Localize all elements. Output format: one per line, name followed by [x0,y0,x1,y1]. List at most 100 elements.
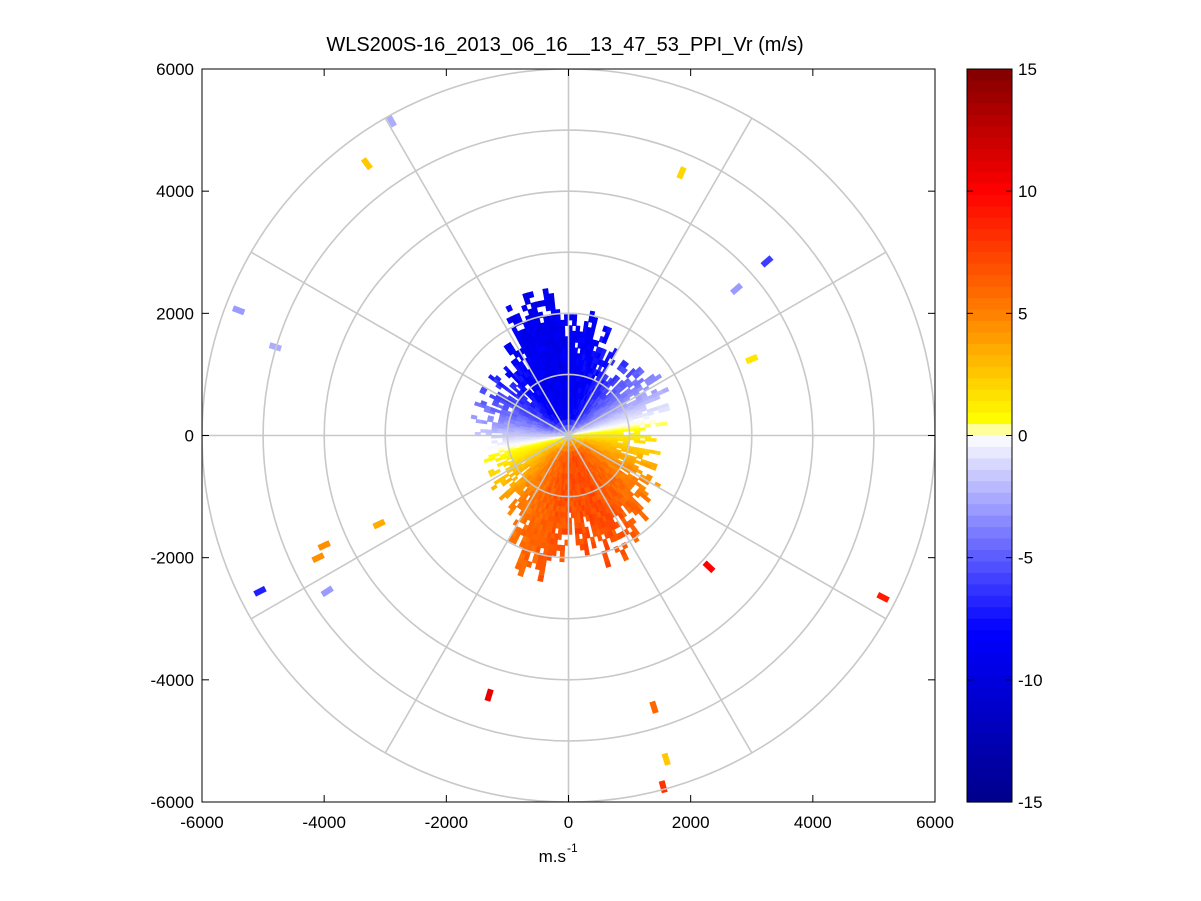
isolated-return-13 [702,560,716,574]
velocity-cell-1477 [574,522,579,530]
isolated-return-4 [268,342,282,352]
x-tick-label-4: 2000 [672,813,710,832]
colorbar-cell-45 [967,584,1012,597]
velocity-cell-1551 [559,550,565,557]
velocity-cell-1197 [632,535,640,544]
velocity-cell-363 [613,376,621,383]
velocity-cell-766 [650,438,657,442]
colorbar-cell-53 [967,676,1012,689]
azimuth-spoke-8 [250,434,569,620]
velocity-cell-2901 [527,291,535,299]
velocity-cell-364 [621,367,628,375]
velocity-cell-832 [642,451,650,456]
colorbar-cell-18 [967,275,1012,288]
velocity-cell-1361 [596,534,603,542]
velocity-cell-1767 [514,562,522,571]
x-tick-label-1: -4000 [302,813,345,832]
isolated-return-1 [360,157,373,171]
velocity-cell-40 [571,319,577,327]
velocity-cell-99 [583,320,589,328]
velocity-cell-697 [644,423,651,428]
velocity-cell-1476 [573,517,579,524]
colorbar-cell-21 [967,309,1012,322]
velocity-cell-2563 [494,374,502,382]
velocity-cell-1667 [534,563,542,571]
colorbar-cell-30 [967,412,1012,425]
colorbar-cell-43 [967,561,1012,574]
y-tick-label-1: 4000 [156,182,194,201]
colorbar-tick-label-2: 5 [1018,304,1027,323]
velocity-cell-1401 [591,541,597,549]
velocity-cell-698 [655,422,662,427]
velocity-cell-557 [662,386,670,394]
velocity-cell-1789 [518,540,526,548]
colorbar-cell-32 [967,435,1012,448]
velocity-cell-1931 [507,502,515,510]
colorbar-cell-15 [967,240,1012,253]
isolated-return-18 [658,780,668,794]
colorbar-cell-60 [967,756,1012,769]
velocity-cell-3041 [560,330,566,338]
velocity-cell-1399 [585,515,591,522]
colorbar-tick-label-1: 10 [1018,182,1037,201]
colorbar-scale [967,69,1012,803]
velocity-cell-1643 [537,574,545,583]
velocity-cell-710 [622,428,630,433]
isolated-return-15 [484,688,494,702]
colorbar-cell-48 [967,618,1012,631]
colorbar-cell-31 [967,424,1012,437]
colorbar-cell-44 [967,572,1012,585]
colorbar-cell-37 [967,492,1012,505]
colorbar-cell-34 [967,458,1012,471]
velocity-cell-1137 [625,506,633,514]
colorbar-cell-50 [967,641,1012,654]
colorbar-cell-9 [967,172,1012,185]
velocity-cell-2475 [488,393,497,400]
velocity-cell-2004 [509,480,516,488]
colorbar-cell-10 [967,183,1012,196]
velocity-cell-2780 [505,304,513,313]
isolated-return-0 [385,114,397,128]
colorbar: 15 10 5 0 -5 -10 -15 [966,60,1043,812]
colorbar-cell-41 [967,538,1012,551]
colorbar-cell-3 [967,103,1012,116]
x-axis-label-exponent: -1 [567,841,578,855]
velocity-cell-699 [660,421,668,427]
x-tick-label-3: 0 [564,813,573,832]
velocity-cell-3021 [555,314,561,322]
velocity-cell-424 [637,368,645,376]
velocity-cell-2179 [488,453,495,459]
isolated-return-2 [676,166,687,180]
velocity-cell-2342 [481,419,488,425]
isolated-return-9 [317,540,331,551]
velocity-cell-2803 [514,312,522,321]
colorbar-cell-47 [967,607,1012,620]
velocity-cell-1364 [604,560,612,568]
colorbar-cell-17 [967,263,1012,276]
velocity-cell-1119 [631,508,639,516]
velocity-cell-2997 [549,303,556,311]
colorbar-ticks: 15 10 5 0 -5 -10 -15 [967,60,1043,812]
colorbar-cell-4 [967,114,1012,127]
velocity-cell-1028 [643,495,652,504]
colorbar-tick-label-5: -10 [1018,671,1043,690]
velocity-cell-2358 [470,414,478,420]
velocity-cell-233 [601,348,607,356]
isolated-return-5 [760,255,774,268]
colorbar-cell-7 [967,149,1012,162]
colorbar-cell-8 [967,160,1012,173]
isolated-return-8 [372,518,386,530]
velocity-cell-2111 [487,468,495,475]
colorbar-cell-11 [967,194,1012,208]
colorbar-cell-62 [967,779,1012,792]
velocity-cell-2700 [506,341,514,350]
velocity-cell-2372 [487,415,495,420]
isolated-return-7 [745,354,759,365]
colorbar-cell-26 [967,366,1012,379]
velocity-cell-765 [644,437,652,442]
velocity-cell-57 [573,347,579,354]
colorbar-cell-28 [967,389,1012,402]
colorbar-cell-63 [967,790,1012,803]
velocity-cell-3040 [561,336,566,343]
